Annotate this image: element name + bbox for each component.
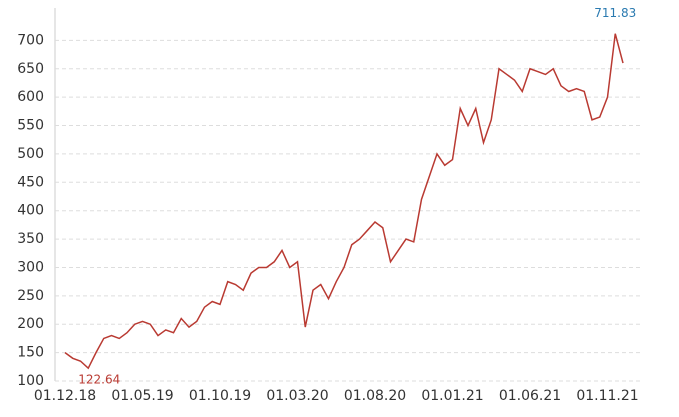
y-tick-label: 650: [17, 61, 44, 77]
y-tick-label: 100: [17, 373, 44, 389]
y-tick-label: 500: [17, 146, 44, 162]
x-tick-label: 01.11.21: [576, 388, 638, 404]
x-tick-label: 01.05.19: [111, 388, 173, 404]
x-tick-label: 01.03.20: [266, 388, 328, 404]
y-tick-label: 550: [17, 118, 44, 134]
value-label: 711.83: [594, 6, 636, 20]
x-tick-label: 01.06.21: [499, 388, 561, 404]
value-label: 122.64: [78, 373, 120, 387]
price-line: [64, 33, 624, 370]
y-tick-label: 350: [17, 231, 44, 247]
y-tick-label: 200: [17, 316, 44, 332]
y-tick-label: 300: [17, 259, 44, 275]
x-tick-label: 01.01.21: [421, 388, 483, 404]
y-tick-label: 600: [17, 89, 44, 105]
y-tick-label: 450: [17, 174, 44, 190]
y-tick-label: 400: [17, 203, 44, 219]
x-tick-label: 01.10.19: [189, 388, 251, 404]
y-tick-label: 150: [17, 345, 44, 361]
x-tick-label: 01.12.18: [34, 388, 96, 404]
y-tick-label: 700: [17, 32, 44, 48]
x-tick-label: 01.08.20: [344, 388, 406, 404]
y-tick-label: 250: [17, 288, 44, 304]
